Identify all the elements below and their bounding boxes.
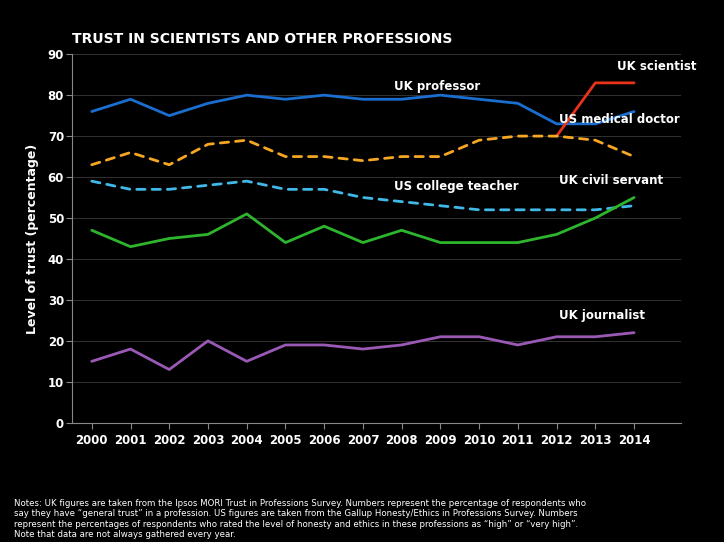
Text: UK journalist: UK journalist [558, 309, 644, 322]
Text: Notes: UK figures are taken from the Ipsos MORI Trust in Professions Survey. Num: Notes: UK figures are taken from the Ips… [14, 499, 586, 539]
Text: UK scientist: UK scientist [617, 60, 696, 73]
Text: US college teacher: US college teacher [394, 180, 518, 193]
Text: UK professor: UK professor [394, 80, 480, 93]
Text: TRUST IN SCIENTISTS AND OTHER PROFESSIONS: TRUST IN SCIENTISTS AND OTHER PROFESSION… [72, 32, 452, 46]
Y-axis label: Level of trust (percentage): Level of trust (percentage) [26, 143, 39, 334]
Text: US medical doctor: US medical doctor [558, 113, 679, 126]
Text: UK civil servant: UK civil servant [558, 175, 662, 188]
